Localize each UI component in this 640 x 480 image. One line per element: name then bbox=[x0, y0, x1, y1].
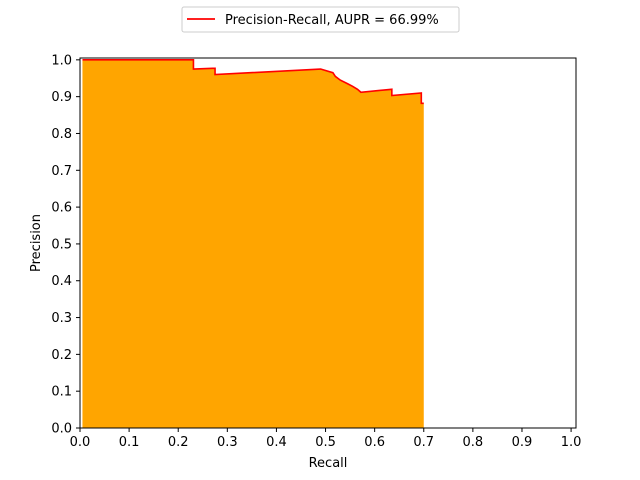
y-tick-label: 0.5 bbox=[51, 237, 72, 252]
x-tick-label: 0.2 bbox=[168, 435, 189, 450]
x-axis-ticks: 0.0 0.1 0.2 0.3 0.4 0.5 0.6 0.7 0.8 0.9 1.0 bbox=[70, 428, 582, 450]
x-tick-label: 0.6 bbox=[364, 435, 385, 450]
x-axis-label: Recall bbox=[309, 456, 348, 471]
y-tick-label: 0.8 bbox=[51, 127, 72, 142]
y-tick-label: 0.6 bbox=[51, 201, 72, 216]
y-tick-label: 1.0 bbox=[51, 53, 72, 68]
line-layer bbox=[82, 59, 424, 105]
y-axis-label: Precision bbox=[29, 214, 44, 272]
x-tick-label: 0.1 bbox=[119, 435, 140, 450]
y-tick-label: 0.3 bbox=[51, 311, 72, 326]
x-tick-label: 0.4 bbox=[266, 435, 287, 450]
x-tick-label: 1.0 bbox=[561, 435, 582, 450]
x-tick-label: 0.0 bbox=[70, 435, 91, 450]
x-tick-label: 0.5 bbox=[315, 435, 336, 450]
series-line-0 bbox=[82, 59, 424, 105]
x-tick-label: 0.7 bbox=[413, 435, 434, 450]
y-tick-label: 0.0 bbox=[51, 422, 72, 437]
y-tick-label: 0.4 bbox=[51, 274, 72, 289]
x-tick-label: 0.3 bbox=[217, 435, 238, 450]
legend-entry-label: Precision-Recall, AUPR = 66.99% bbox=[225, 13, 439, 28]
y-tick-label: 0.9 bbox=[51, 90, 72, 105]
x-tick-label: 0.9 bbox=[512, 435, 533, 450]
y-tick-label: 0.1 bbox=[51, 385, 72, 400]
legend: Precision-Recall, AUPR = 66.99% bbox=[181, 6, 460, 33]
y-tick-label: 0.2 bbox=[51, 348, 72, 363]
legend-box bbox=[181, 6, 460, 33]
y-tick-label: 0.7 bbox=[51, 164, 72, 179]
area-layer bbox=[82, 59, 424, 429]
plot-frame bbox=[79, 57, 577, 429]
x-tick-label: 0.8 bbox=[463, 435, 484, 450]
y-axis-ticks: 0.0 0.1 0.2 0.3 0.4 0.5 0.6 0.7 0.8 0.9 1.0 bbox=[51, 53, 80, 437]
series-area-0 bbox=[82, 59, 424, 429]
